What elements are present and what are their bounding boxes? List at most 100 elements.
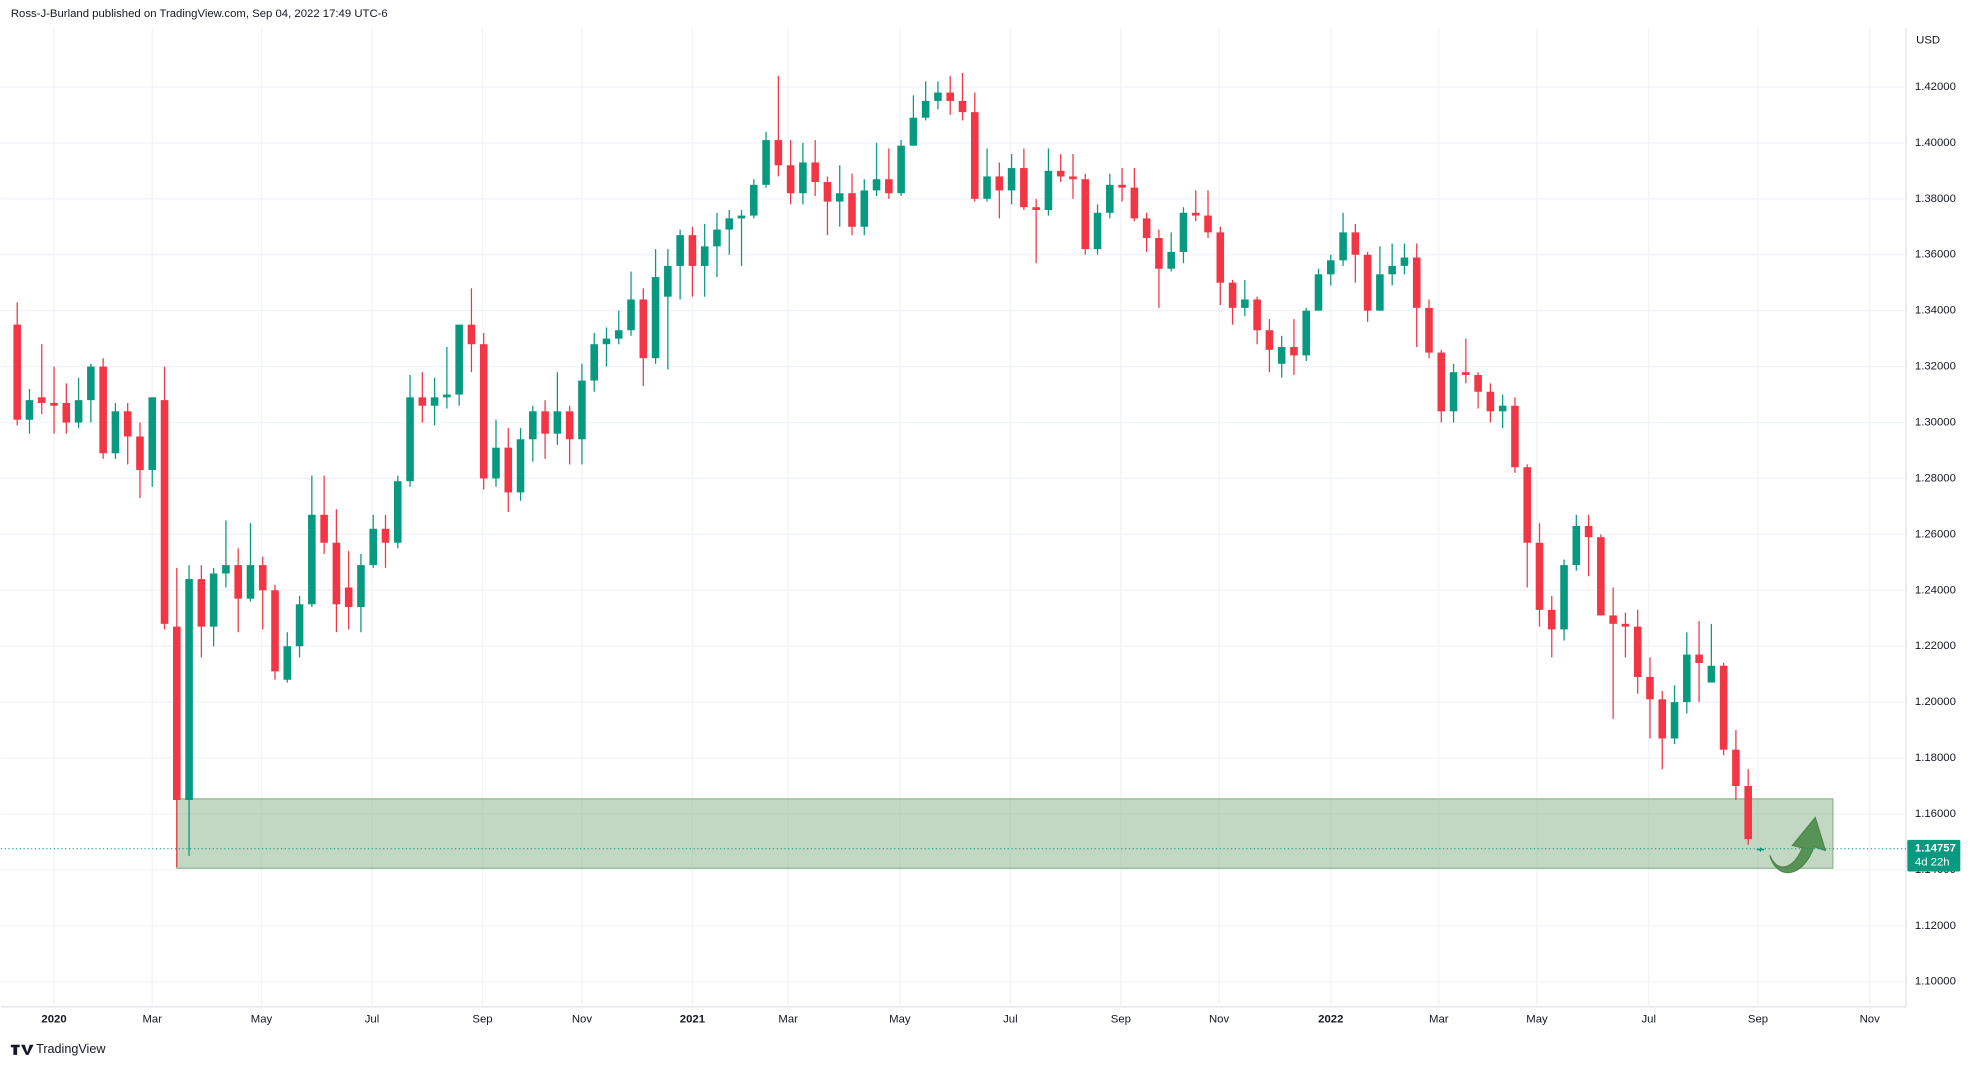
candle-body xyxy=(99,366,107,454)
candle-body xyxy=(946,92,955,101)
candle-body xyxy=(87,366,95,401)
candle-body xyxy=(1179,212,1188,252)
y-tick-label: 1.28000 xyxy=(1915,472,1956,484)
candle-body xyxy=(1646,676,1654,700)
price-label-box xyxy=(1907,839,1961,872)
candle-body xyxy=(455,324,463,395)
candle-body xyxy=(209,573,218,627)
candle-body xyxy=(430,397,439,406)
candle-body xyxy=(1437,352,1446,412)
candle-body xyxy=(1363,254,1372,311)
candle-body xyxy=(344,587,353,608)
y-tick-label: 1.32000 xyxy=(1915,361,1956,373)
candle-body xyxy=(835,193,844,202)
y-tick-label: 1.24000 xyxy=(1915,584,1956,596)
candle-body xyxy=(1756,848,1765,851)
candle-body xyxy=(602,338,611,345)
candle-body xyxy=(37,397,46,403)
candle-body xyxy=(1290,347,1298,356)
x-tick-label: Jul xyxy=(1641,1014,1656,1026)
candle-body xyxy=(934,92,942,101)
candle-body xyxy=(1388,265,1396,275)
candle-body xyxy=(1314,274,1323,311)
candle-body xyxy=(1719,665,1728,750)
candle-body xyxy=(799,162,807,194)
candle-body xyxy=(258,565,267,591)
y-tick-label: 1.30000 xyxy=(1915,417,1956,429)
candle-body xyxy=(627,299,635,331)
x-tick-label: Mar xyxy=(1429,1014,1449,1026)
x-tick-label: Mar xyxy=(142,1014,162,1026)
candle-body xyxy=(1535,542,1544,610)
candle-body xyxy=(1511,405,1519,468)
candle-body xyxy=(725,218,734,230)
candle-body xyxy=(614,330,623,339)
y-tick-label: 1.26000 xyxy=(1915,528,1956,540)
candle-body xyxy=(1523,467,1531,543)
candle-body xyxy=(1265,330,1274,350)
candle-body xyxy=(1376,274,1384,311)
brand: TradingView xyxy=(36,1042,106,1056)
candle-body xyxy=(1498,405,1507,412)
candle-body xyxy=(1167,251,1175,269)
candle-body xyxy=(160,400,169,624)
y-tick-label: 1.38000 xyxy=(1915,193,1956,205)
candle-body xyxy=(320,514,328,543)
arrow xyxy=(1769,816,1827,874)
candle-body xyxy=(295,604,304,647)
candle-body xyxy=(541,411,549,434)
candle-body xyxy=(1584,525,1593,538)
candle-body xyxy=(1327,260,1335,275)
x-tick-label: May xyxy=(251,1014,273,1026)
candle-body xyxy=(1020,168,1028,208)
candle-body xyxy=(1425,307,1433,353)
candle-body xyxy=(553,411,562,434)
candle-body xyxy=(639,299,648,359)
candle-body xyxy=(1486,391,1495,412)
candle-body xyxy=(921,100,930,118)
x-tick-label: Nov xyxy=(572,1014,593,1026)
header: Ross-J-Burland published on TradingView.… xyxy=(11,8,388,20)
candle-body xyxy=(1081,179,1090,250)
candle-body xyxy=(1560,565,1568,630)
candle-body xyxy=(418,397,427,406)
price-label: 1.14757 xyxy=(1915,843,1956,855)
candle-body xyxy=(1621,623,1630,627)
candle-body xyxy=(983,176,991,199)
candle-body xyxy=(1130,187,1139,219)
candle-body xyxy=(1253,299,1261,331)
candle-body xyxy=(737,215,746,219)
candle-body xyxy=(1093,212,1102,250)
y-tick-label: 1.16000 xyxy=(1915,808,1956,820)
brand-logo xyxy=(10,1044,34,1055)
candle-body xyxy=(50,402,58,406)
candle-body xyxy=(74,400,83,423)
candle-body xyxy=(529,411,537,440)
candle-body xyxy=(1572,525,1581,566)
x-tick-label: May xyxy=(889,1014,911,1026)
y-tick-label: 1.34000 xyxy=(1915,305,1956,317)
candle-body xyxy=(1670,702,1679,739)
x-tick-label: Sep xyxy=(1111,1014,1131,1026)
candle-body xyxy=(565,411,574,440)
candle-body xyxy=(970,112,979,199)
x-tick-label: Sep xyxy=(472,1014,492,1026)
candle-body xyxy=(848,193,856,227)
candle-body xyxy=(1044,170,1053,210)
candle-body xyxy=(1707,665,1716,683)
candle-body xyxy=(1204,215,1212,233)
candle-body xyxy=(578,380,586,440)
candle-body xyxy=(1683,654,1691,703)
candle-body xyxy=(651,277,660,359)
candle-body xyxy=(664,265,672,297)
candle-body xyxy=(995,176,1004,191)
candle-body xyxy=(1241,299,1249,308)
candle-body xyxy=(1228,282,1237,308)
x-tick-label: Jul xyxy=(365,1014,380,1026)
x-tick-label: Nov xyxy=(1860,1014,1881,1026)
candle-body xyxy=(700,246,709,266)
candle-body xyxy=(750,184,758,216)
candle-body xyxy=(909,117,918,146)
